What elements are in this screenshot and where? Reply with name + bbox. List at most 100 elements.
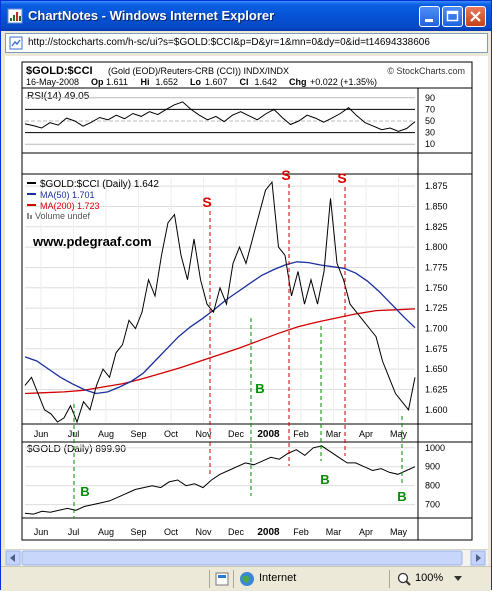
month-label-5: Nov: [195, 527, 212, 537]
ratio-tick-8: 1.675: [425, 344, 448, 354]
month-label-6: Dec: [228, 527, 245, 537]
main-legend: $GOLD:$CCI (Daily) 1.642 MA(50) 1.701 MA…: [27, 179, 159, 221]
month-label-10: Apr: [359, 527, 373, 537]
month-label-8: Feb: [293, 527, 309, 537]
month-label-9: Mar: [326, 527, 342, 537]
buy-signal-1: B: [255, 381, 264, 396]
chevron-down-icon[interactable]: [453, 575, 463, 583]
ohlc-label-4: Chg: [289, 77, 307, 87]
watermark-url: www.pdegraaf.com: [32, 234, 152, 249]
ie-app-icon: [7, 8, 23, 24]
month-label-11: May: [390, 527, 408, 537]
ohlc-value-4: +0.022 (+1.35%): [310, 77, 377, 87]
horizontal-scrollbar[interactable]: [5, 549, 488, 566]
month-label-0: Jun: [34, 429, 49, 439]
title-bar[interactable]: ChartNotes - Windows Internet Explorer: [1, 1, 491, 31]
minimize-button[interactable]: [419, 6, 440, 27]
month-label-3: Sep: [130, 527, 146, 537]
buy-signal-0: B: [80, 484, 89, 499]
gold-series: [24, 445, 416, 515]
month-label-0: Jun: [34, 527, 49, 537]
rsi-tick-3: 30: [425, 128, 435, 138]
ratio-tick-0: 1.875: [425, 181, 448, 191]
month-label-8: Feb: [293, 429, 309, 439]
buy-signal-2: B: [320, 472, 329, 487]
month-label-9: Mar: [326, 429, 342, 439]
ohlc-value-1: 1.652: [156, 77, 179, 87]
window-title: ChartNotes - Windows Internet Explorer: [28, 8, 275, 23]
gold-tick-0: 1000: [425, 443, 445, 453]
legend-ma200: MA(200) 1.723: [40, 201, 100, 211]
chart-date: 16-May-2008: [26, 77, 79, 87]
security-zone: Internet: [259, 572, 297, 584]
ohlc-label-2: Lo: [190, 77, 201, 87]
zoom-level[interactable]: 100%: [415, 572, 444, 584]
status-bar: Internet 100%: [1, 566, 491, 591]
chart-description: (Gold (EOD)/Reuters-CRB (CCI)) INDX/INDX: [108, 66, 289, 76]
month-label-4: Oct: [164, 527, 179, 537]
month-label-4: Oct: [164, 429, 179, 439]
rsi-series: [24, 101, 416, 132]
ohlc-label-3: Cl: [240, 77, 249, 87]
ratio-tick-4: 1.775: [425, 262, 448, 272]
ratio-tick-9: 1.650: [425, 364, 448, 374]
price-series: [24, 180, 416, 424]
month-label-7: 2008: [257, 527, 280, 538]
ma50-series: [24, 261, 416, 395]
rsi-label: RSI(14) 49.05: [27, 91, 90, 102]
rsi-tick-4: 10: [425, 139, 435, 149]
ohlc-value-0: 1.611: [106, 77, 128, 87]
month-label-7: 2008: [257, 429, 280, 440]
stock-chart: $GOLD:$CCI (Gold (EOD)/Reuters-CRB (CCI)…: [5, 56, 488, 549]
month-label-2: Aug: [98, 527, 114, 537]
ratio-tick-11: 1.600: [425, 405, 448, 415]
zoom-icon[interactable]: [397, 572, 411, 586]
ratio-tick-2: 1.825: [425, 222, 448, 232]
ratio-tick-6: 1.725: [425, 303, 448, 313]
rsi-tick-2: 50: [425, 116, 435, 126]
ratio-tick-7: 1.700: [425, 323, 448, 333]
maximize-button[interactable]: [442, 6, 463, 27]
legend-ma50: MA(50) 1.701: [40, 190, 95, 200]
buy-signal-3: B: [397, 489, 406, 504]
ratio-tick-3: 1.800: [425, 242, 448, 252]
ohlc-value-2: 1.607: [205, 77, 228, 87]
url-text[interactable]: http://stockcharts.com/h-sc/ui?s=$GOLD:$…: [28, 37, 430, 48]
protected-mode-icon: [215, 572, 229, 586]
month-label-1: Jul: [68, 527, 80, 537]
scrollbar-graphic: [5, 550, 486, 566]
globe-icon: [240, 572, 254, 586]
page-icon: [9, 36, 23, 50]
maximize-icon: [446, 10, 459, 22]
sell-signal-2: S: [337, 170, 346, 186]
legend-main: $GOLD:$CCI (Daily) 1.642: [40, 179, 159, 190]
rsi-tick-0: 90: [425, 93, 435, 103]
gold-tick-3: 700: [425, 500, 440, 510]
month-label-3: Sep: [130, 429, 146, 439]
close-icon: [470, 11, 481, 22]
rsi-tick-1: 70: [425, 104, 435, 114]
gold-tick-1: 900: [425, 462, 440, 472]
stockcharts-brand: © StockCharts.com: [387, 66, 465, 76]
signal-annotations: S S S B B B B: [73, 167, 407, 518]
page-content: $GOLD:$CCI (Gold (EOD)/Reuters-CRB (CCI)…: [5, 56, 488, 549]
ohlc-label-1: Hi: [141, 77, 150, 87]
close-button[interactable]: [465, 6, 486, 27]
chart-frame: [21, 61, 473, 541]
month-label-6: Dec: [228, 429, 245, 439]
ratio-tick-10: 1.625: [425, 384, 448, 394]
month-label-5: Nov: [195, 429, 212, 439]
ohlc-value-3: 1.642: [255, 77, 278, 87]
ohlc-readout: Op 1.611 Hi 1.652 Lo 1.607 Cl 1.642 Chg +0.022 (+…: [91, 77, 377, 87]
gold-tick-2: 800: [425, 481, 440, 491]
month-label-2: Aug: [98, 429, 114, 439]
gold-label: $GOLD (Daily) 899.90: [27, 444, 126, 455]
ratio-tick-5: 1.750: [425, 283, 448, 293]
sell-signal-1: S: [281, 167, 290, 183]
sell-signal-0: S: [202, 194, 211, 210]
ratio-tick-1: 1.850: [425, 201, 448, 211]
ohlc-label-0: Op: [91, 77, 104, 87]
address-bar[interactable]: http://stockcharts.com/h-sc/ui?s=$GOLD:$…: [5, 33, 488, 53]
month-label-11: May: [390, 429, 408, 439]
